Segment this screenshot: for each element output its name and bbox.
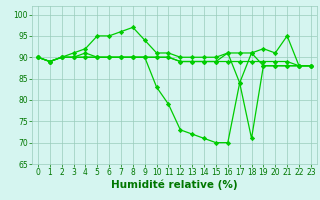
X-axis label: Humidité relative (%): Humidité relative (%) <box>111 180 238 190</box>
